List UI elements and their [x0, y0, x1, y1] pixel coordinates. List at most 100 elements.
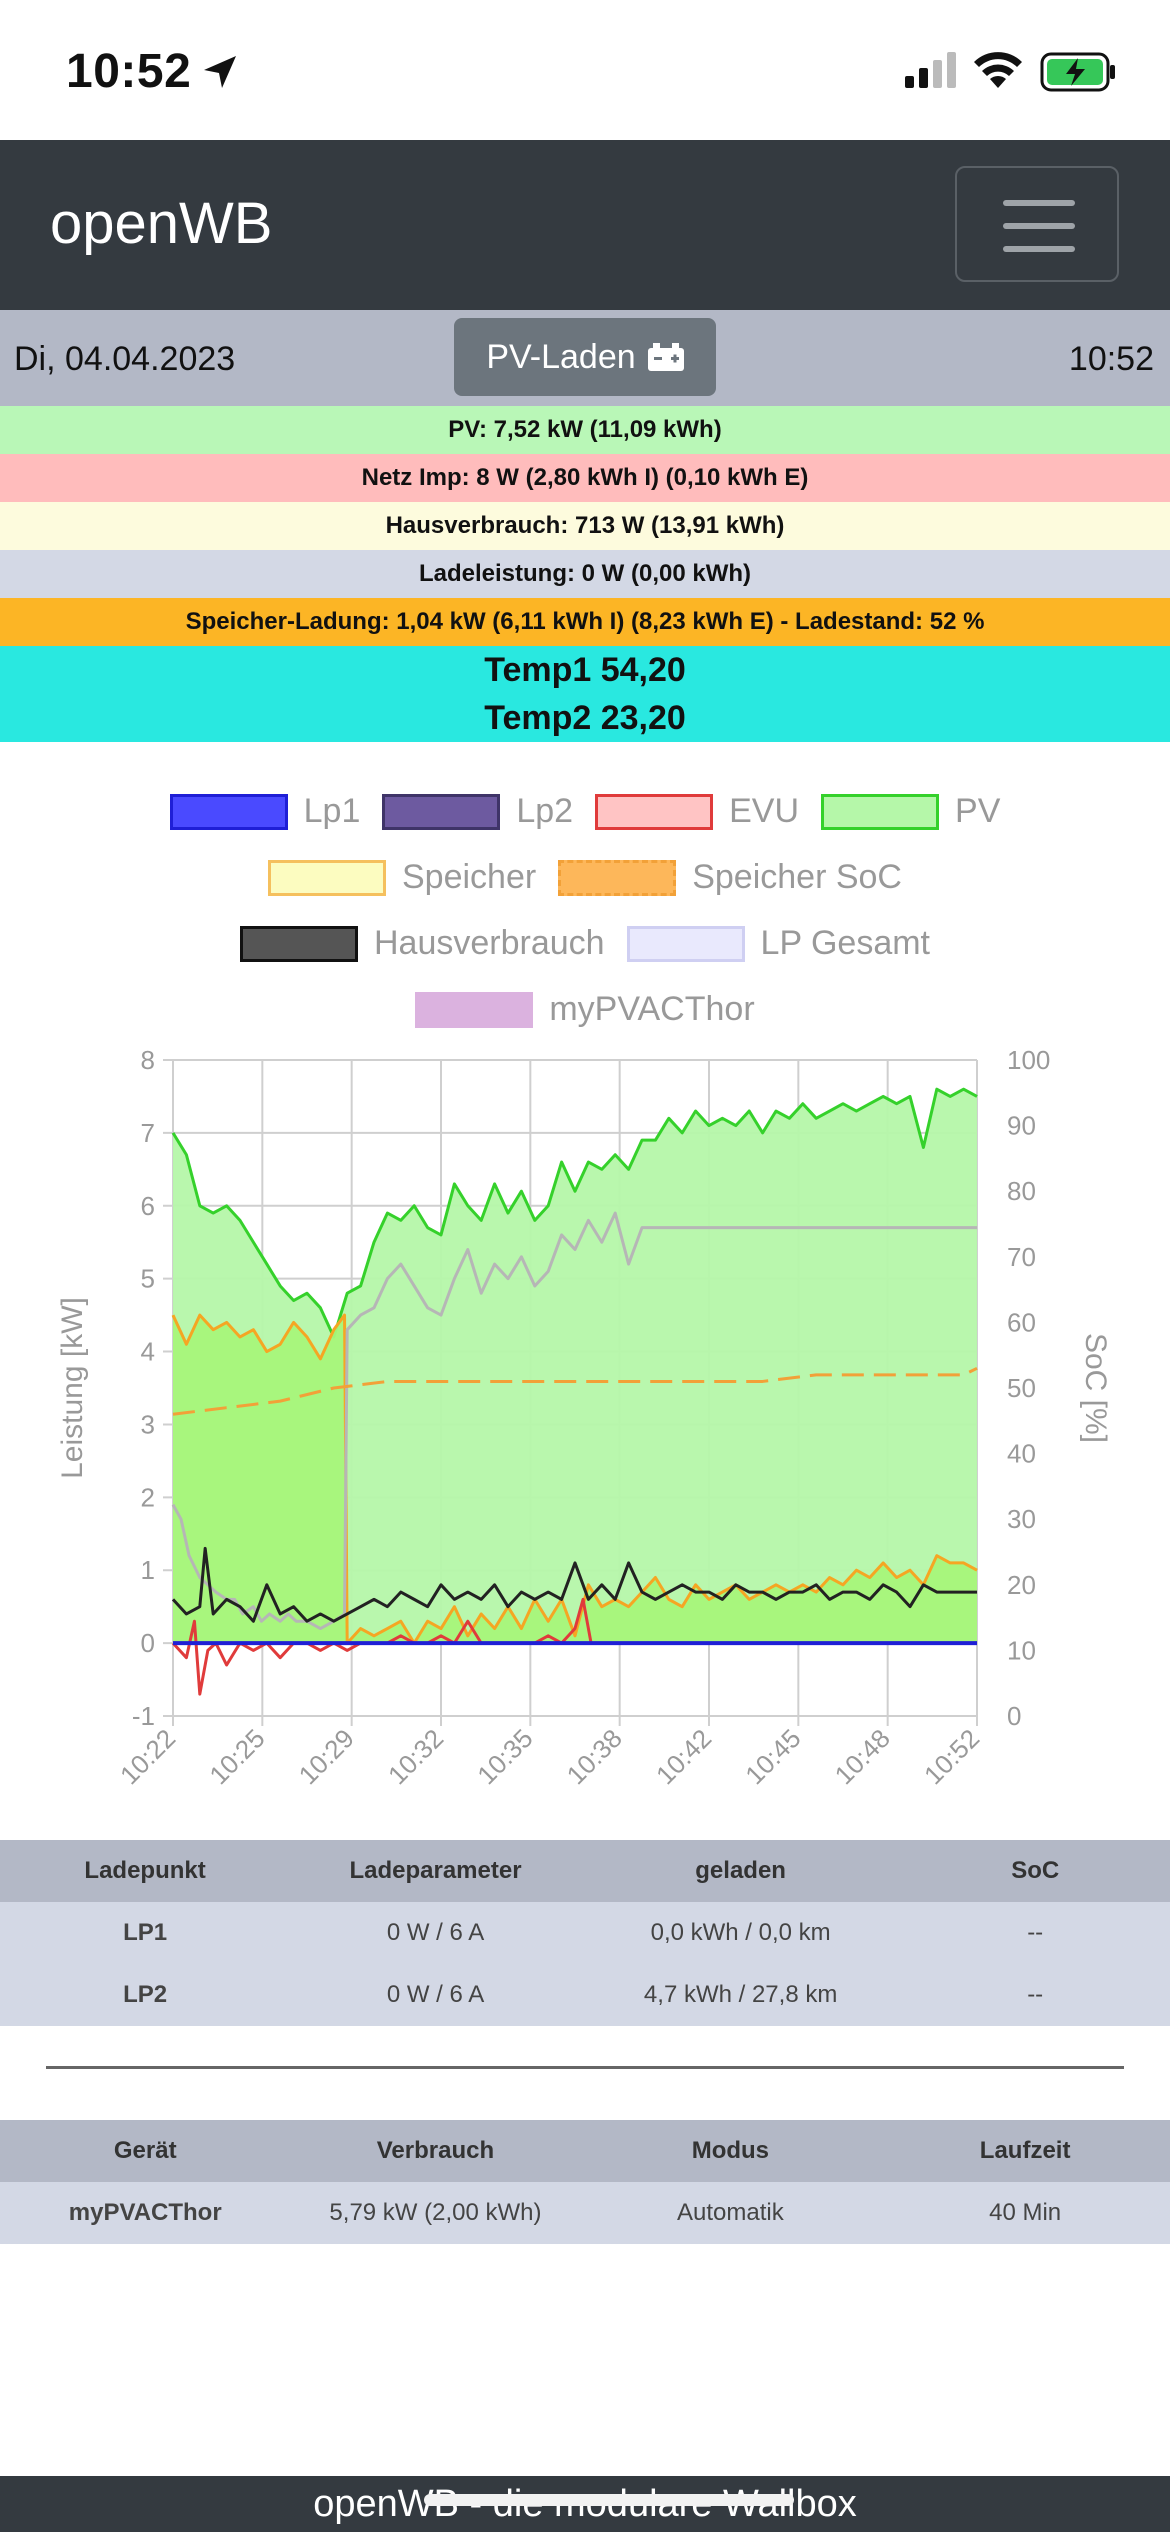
legend-label: LP Gesamt: [760, 924, 930, 962]
chargepoint-table: Ladepunkt Ladeparameter geladen SoC LP1 …: [0, 1840, 1170, 2026]
lp-name[interactable]: LP1: [0, 1902, 291, 1964]
device-name[interactable]: myPVACThor: [0, 2182, 291, 2244]
house-info-row: Hausverbrauch: 713 W (13,91 kWh): [0, 502, 1170, 550]
y2-tick-label: 70: [1007, 1242, 1036, 1272]
storage-info-row: Speicher-Ladung: 1,04 kW (6,11 kWh I) (8…: [0, 598, 1170, 646]
speicher-soc-line: [172, 1366, 978, 1416]
navbar: openWB: [0, 140, 1170, 310]
legend-item[interactable]: LP Gesamt: [626, 924, 930, 963]
lp-gesamt-line: [171, 1211, 977, 1631]
legend-label: PV: [955, 792, 1001, 830]
device-table: Gerät Verbrauch Modus Laufzeit myPVACTho…: [0, 2120, 1170, 2244]
col-verbrauch: Verbrauch: [290, 2120, 581, 2182]
legend-swatch: [268, 859, 386, 896]
y2-tick-label: 30: [1007, 1504, 1036, 1534]
lp-param: 0 W / 6 A: [290, 1902, 581, 1964]
brand-title[interactable]: openWB: [50, 191, 273, 256]
y-tick-label: 8: [141, 1045, 155, 1075]
y-tick-label: 5: [141, 1264, 155, 1294]
device-mode: Automatik: [580, 2182, 881, 2244]
legend-item[interactable]: Lp2: [382, 792, 573, 831]
car-battery-icon: [647, 343, 684, 371]
legend-line-4: myPVACThor: [0, 990, 1170, 1029]
legend-label: EVU: [729, 792, 800, 830]
y2-tick-label: 100: [1007, 1045, 1050, 1075]
x-tick-label: 10:35: [471, 1723, 538, 1790]
legend-swatch: [415, 991, 534, 1028]
legend-swatch: [558, 859, 677, 896]
y2-tick-label: 60: [1007, 1307, 1036, 1337]
hausverbrauch-line: [171, 1546, 977, 1623]
lp-charged: 0,0 kWh / 0,0 km: [580, 1902, 901, 1964]
grid-info: Netz Imp: 8 W (2,80 kWh I) (0,10 kWh E): [361, 464, 809, 491]
temp2-value: Temp2 23,20: [484, 698, 686, 737]
status-time: 10:52: [66, 45, 192, 98]
legend-label: myPVACThor: [549, 990, 755, 1028]
signal-icon: [905, 52, 956, 88]
legend-item[interactable]: Lp1: [169, 792, 361, 831]
y2-tick-label: 50: [1007, 1373, 1036, 1403]
legend-swatch: [626, 925, 745, 962]
x-tick-label: 10:32: [382, 1723, 449, 1790]
storage-info: Speicher-Ladung: 1,04 kW (6,11 kWh I) (8…: [185, 608, 985, 635]
legend-label: Hausverbrauch: [373, 924, 605, 962]
house-consumption-info: Hausverbrauch: 713 W (13,91 kWh): [385, 512, 785, 539]
legend-swatch: [382, 793, 501, 830]
table-row[interactable]: LP2 0 W / 6 A 4,7 kWh / 27,8 km --: [0, 1964, 1170, 2026]
legend-item[interactable]: EVU: [595, 792, 799, 831]
lp-charged: 4,7 kWh / 27,8 km: [580, 1964, 901, 2026]
pv-info-row: PV: 7,52 kW (11,09 kWh): [0, 406, 1170, 454]
legend-line-3: Hausverbrauch LP Gesamt: [0, 924, 1170, 963]
legend-item[interactable]: myPVACThor: [415, 990, 755, 1029]
x-tick-label: 10:38: [561, 1723, 628, 1790]
charge-mode-button[interactable]: PV-Laden: [454, 318, 716, 396]
date-text: Di, 04.04.2023: [14, 340, 236, 378]
legend-item[interactable]: PV: [821, 792, 1000, 831]
device-runtime: 40 Min: [880, 2182, 1170, 2244]
status-bar: 10:52: [0, 0, 1170, 140]
speicher-area: [173, 1315, 977, 1644]
temp1-row: Temp1 54,20: [0, 646, 1170, 694]
table-row[interactable]: myPVACThor 5,79 kW (2,00 kWh) Automatik …: [0, 2182, 1170, 2244]
legend-item[interactable]: Speicher SoC: [558, 858, 902, 897]
wifi-icon: [974, 52, 1022, 88]
lp-soc: --: [900, 1902, 1170, 1964]
home-indicator[interactable]: [424, 2494, 794, 2506]
col-ladeparameter: Ladeparameter: [290, 1840, 581, 1902]
legend-swatch: [169, 793, 288, 830]
y2-tick-label: 0: [1007, 1701, 1021, 1731]
legend-item[interactable]: Speicher: [268, 858, 536, 897]
y2-tick-label: 40: [1007, 1439, 1036, 1469]
y2-tick-label: 80: [1007, 1176, 1036, 1206]
y-tick-label: 3: [141, 1409, 155, 1439]
legend-swatch: [595, 793, 714, 830]
y-tick-label: 2: [141, 1482, 155, 1512]
legend-swatch: [821, 793, 940, 830]
lp-param: 0 W / 6 A: [290, 1964, 581, 2026]
y2-tick-label: 20: [1007, 1570, 1036, 1600]
pv-line: [171, 1087, 978, 1339]
y-tick-label: 1: [141, 1555, 155, 1585]
x-tick-label: 10:22: [114, 1723, 181, 1790]
legend-label: Speicher SoC: [692, 858, 902, 896]
charge-mode-label: PV-Laden: [486, 337, 636, 376]
table-row[interactable]: LP1 0 W / 6 A 0,0 kWh / 0,0 km --: [0, 1902, 1170, 1964]
device-usage: 5,79 kW (2,00 kWh): [290, 2182, 581, 2244]
x-tick-label: 10:48: [829, 1723, 896, 1790]
col-ladepunkt: Ladepunkt: [0, 1840, 291, 1902]
legend-label: Lp1: [303, 792, 361, 830]
y-tick-label: 7: [141, 1118, 155, 1148]
hamburger-menu-icon[interactable]: [955, 166, 1119, 282]
y-tick-label: 0: [141, 1628, 155, 1658]
pv-info: PV: 7,52 kW (11,09 kWh): [448, 416, 722, 443]
y-tick-label: -1: [132, 1701, 155, 1731]
col-modus: Modus: [580, 2120, 881, 2182]
col-geladen: geladen: [580, 1840, 901, 1902]
date-bar: Di, 04.04.2023 PV-Laden 10:52: [0, 310, 1170, 406]
speicher-line: [171, 1313, 978, 1645]
legend-label: Speicher: [402, 858, 537, 896]
time-text: 10:52: [1068, 340, 1154, 378]
legend-item[interactable]: Hausverbrauch: [239, 924, 605, 963]
lp-name[interactable]: LP2: [0, 1964, 291, 2026]
x-tick-label: 10:52: [918, 1723, 985, 1790]
